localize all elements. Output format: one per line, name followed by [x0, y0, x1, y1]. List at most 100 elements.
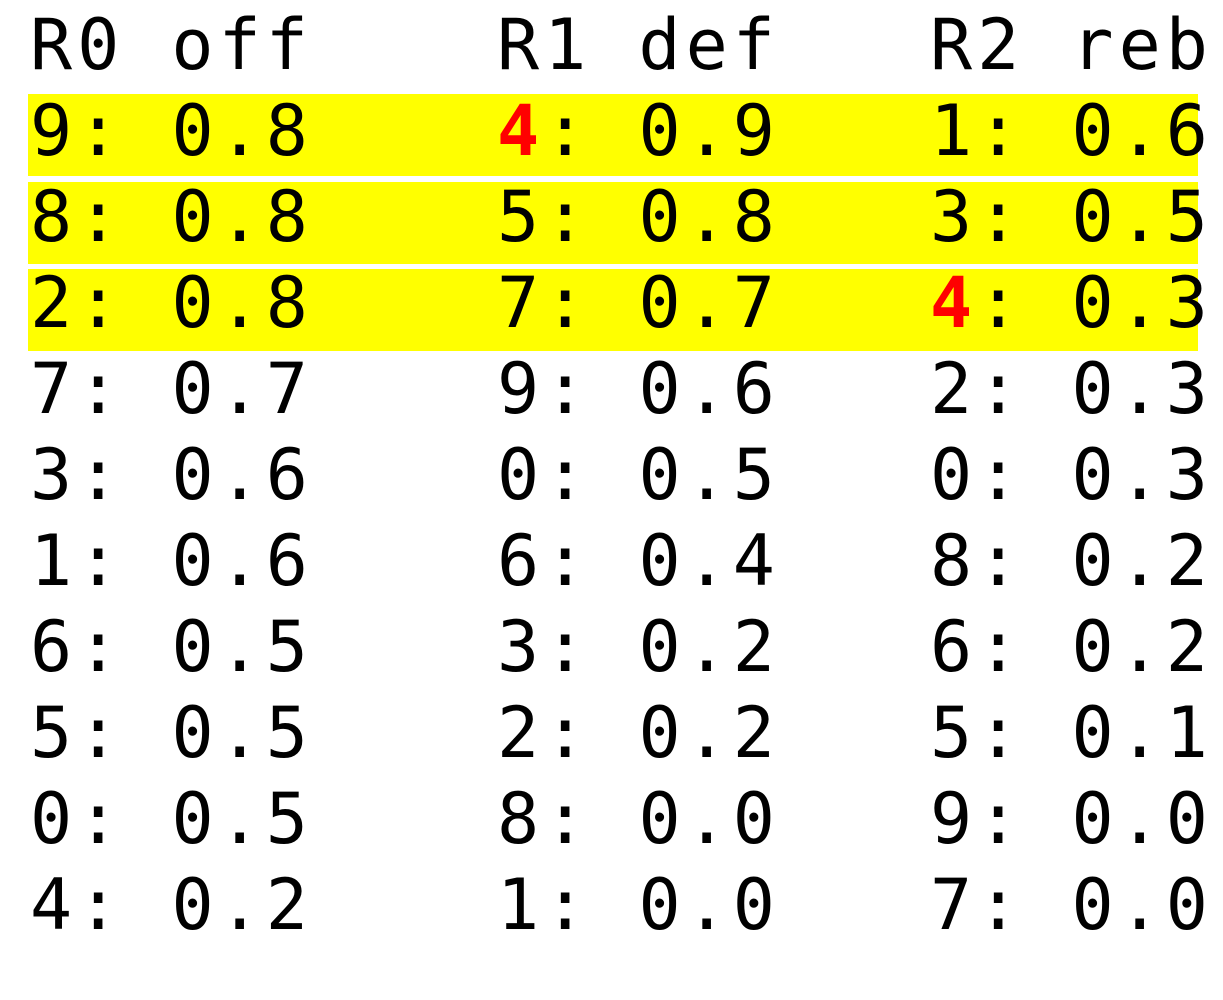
entry-key: 1 — [30, 520, 78, 602]
entry-key: 8 — [30, 176, 78, 258]
marked-key: 4 — [497, 90, 545, 172]
score-entry: 8: 0.0 — [497, 776, 780, 862]
score-entry: 8: 0.2 — [930, 518, 1213, 604]
column-header: R0 off — [30, 4, 313, 86]
score-entry: 6: 0.5 — [30, 604, 313, 690]
entry-separator: : — [544, 864, 639, 946]
entry-key: 3 — [497, 606, 545, 688]
column-header: R2 reb — [930, 4, 1213, 86]
entry-key: 2 — [930, 348, 978, 430]
entry-value: 0.5 — [171, 606, 313, 688]
score-entry: 7: 0.7 — [497, 260, 780, 346]
entry-value: 0.6 — [171, 434, 313, 516]
entry-separator: : — [977, 434, 1072, 516]
score-entry: 9: 0.8 — [30, 88, 313, 174]
entry-key: 1 — [930, 90, 978, 172]
entry-value: 0.1 — [1071, 692, 1213, 774]
entry-value: 0.3 — [1071, 348, 1213, 430]
entry-separator: : — [544, 692, 639, 774]
entry-key: 4 — [30, 864, 78, 946]
score-entry: 3: 0.2 — [497, 604, 780, 690]
entry-value: 0.7 — [171, 348, 313, 430]
entry-value: 0.0 — [1071, 778, 1213, 860]
entry-separator: : — [977, 262, 1072, 344]
entry-value: 0.2 — [1071, 520, 1213, 602]
entry-separator: : — [77, 864, 172, 946]
entry-key: 9 — [30, 90, 78, 172]
entry-value: 0.0 — [638, 864, 780, 946]
entry-separator: : — [77, 520, 172, 602]
entry-value: 0.7 — [638, 262, 780, 344]
score-entry: 2: 0.3 — [930, 346, 1213, 432]
entry-value: 0.5 — [171, 692, 313, 774]
score-entry: 4: 0.2 — [30, 862, 313, 948]
score-entry: 4: 0.9 — [497, 88, 780, 174]
entry-key: 5 — [497, 176, 545, 258]
entry-separator: : — [77, 692, 172, 774]
entry-separator: : — [77, 778, 172, 860]
entry-value: 0.2 — [638, 606, 780, 688]
entry-value: 0.2 — [638, 692, 780, 774]
entry-separator: : — [544, 176, 639, 258]
entry-key: 2 — [30, 262, 78, 344]
entry-value: 0.6 — [1071, 90, 1213, 172]
entry-key: 5 — [30, 692, 78, 774]
entry-key: 6 — [497, 520, 545, 602]
entry-separator: : — [77, 176, 172, 258]
score-entry: 0: 0.5 — [30, 776, 313, 862]
entry-value: 0.0 — [638, 778, 780, 860]
entry-value: 0.3 — [1071, 262, 1213, 344]
score-entry: 6: 0.4 — [497, 518, 780, 604]
entry-key: 6 — [30, 606, 78, 688]
entry-value: 0.2 — [1071, 606, 1213, 688]
highlight-band — [28, 94, 1198, 176]
entry-key: 9 — [497, 348, 545, 430]
entry-separator: : — [977, 90, 1072, 172]
entry-key: 6 — [930, 606, 978, 688]
entry-key: 0 — [497, 434, 545, 516]
entry-separator: : — [77, 262, 172, 344]
entry-key: 7 — [497, 262, 545, 344]
entry-separator: : — [977, 692, 1072, 774]
entry-value: 0.8 — [638, 176, 780, 258]
entry-separator: : — [77, 606, 172, 688]
entry-separator: : — [544, 434, 639, 516]
score-entry: 4: 0.3 — [930, 260, 1213, 346]
entry-value: 0.6 — [638, 348, 780, 430]
entry-separator: : — [544, 606, 639, 688]
highlight-band — [28, 269, 1198, 351]
entry-value: 0.8 — [171, 90, 313, 172]
entry-key: 7 — [30, 348, 78, 430]
entry-key: 9 — [930, 778, 978, 860]
entry-separator: : — [544, 90, 639, 172]
score-entry: 3: 0.6 — [30, 432, 313, 518]
entry-separator: : — [977, 778, 1072, 860]
entry-key: 0 — [930, 434, 978, 516]
highlight-band — [28, 182, 1198, 264]
entry-key: 3 — [30, 434, 78, 516]
entry-key: 7 — [930, 864, 978, 946]
entry-value: 0.6 — [171, 520, 313, 602]
entry-separator: : — [544, 520, 639, 602]
entry-separator: : — [977, 864, 1072, 946]
score-entry: 2: 0.2 — [497, 690, 780, 776]
score-entry: 7: 0.0 — [930, 862, 1213, 948]
entry-key: 3 — [930, 176, 978, 258]
score-entry: 0: 0.3 — [930, 432, 1213, 518]
entry-separator: : — [977, 606, 1072, 688]
score-entry: 8: 0.8 — [30, 174, 313, 260]
entry-key: 5 — [930, 692, 978, 774]
entry-key: 8 — [497, 778, 545, 860]
score-entry: 5: 0.5 — [30, 690, 313, 776]
entry-separator: : — [77, 348, 172, 430]
entry-value: 0.9 — [638, 90, 780, 172]
entry-separator: : — [544, 348, 639, 430]
entry-value: 0.0 — [1071, 864, 1213, 946]
score-entry: 2: 0.8 — [30, 260, 313, 346]
entry-value: 0.5 — [1071, 176, 1213, 258]
score-entry: 1: 0.0 — [497, 862, 780, 948]
entry-value: 0.5 — [171, 778, 313, 860]
entry-value: 0.8 — [171, 262, 313, 344]
entry-separator: : — [77, 434, 172, 516]
